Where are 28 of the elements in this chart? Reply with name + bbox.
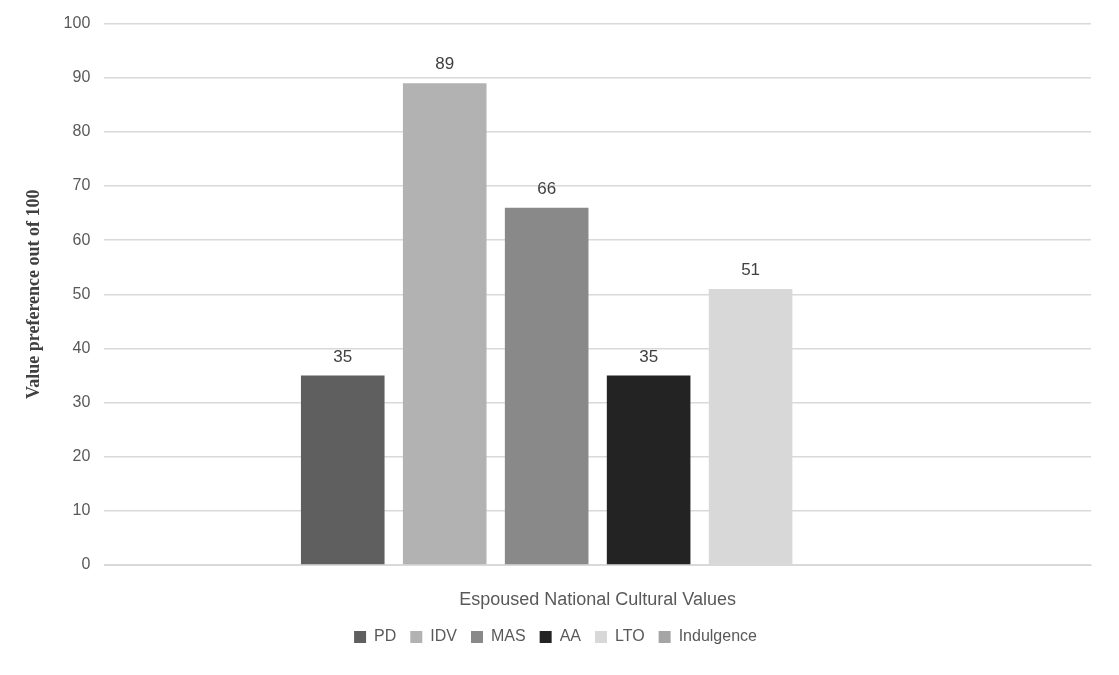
y-tick-label: 80 <box>72 122 91 140</box>
y-tick-label: 0 <box>81 555 91 573</box>
legend-label: AA <box>559 627 582 645</box>
data-label: 89 <box>435 54 455 74</box>
x-axis-title: Espoused National Cultural Values <box>459 589 737 610</box>
legend-label: PD <box>374 627 397 645</box>
y-tick-label: 30 <box>72 392 91 410</box>
y-tick-label: 70 <box>72 176 91 194</box>
y-tick-label: 100 <box>63 14 91 32</box>
data-label: 35 <box>639 346 659 366</box>
data-label: 66 <box>537 178 557 198</box>
y-tick-label: 50 <box>72 284 91 302</box>
y-tick-label: 10 <box>72 501 91 519</box>
bar <box>504 207 589 565</box>
data-label: 35 <box>333 346 353 366</box>
legend-label: MAS <box>490 627 526 645</box>
legend-label: Indulgence <box>678 627 758 645</box>
data-label: 51 <box>741 260 761 280</box>
bar <box>606 375 691 565</box>
y-tick-label: 60 <box>72 230 91 248</box>
y-tick-label: 40 <box>72 338 91 356</box>
legend-label: IDV <box>430 627 458 645</box>
y-tick-label: 90 <box>72 68 91 86</box>
y-axis-title: Value preference out of 100 <box>23 189 44 400</box>
bar <box>300 375 385 565</box>
legend-label: LTO <box>614 627 645 645</box>
y-tick-label: 20 <box>72 447 91 465</box>
bar <box>402 83 487 565</box>
